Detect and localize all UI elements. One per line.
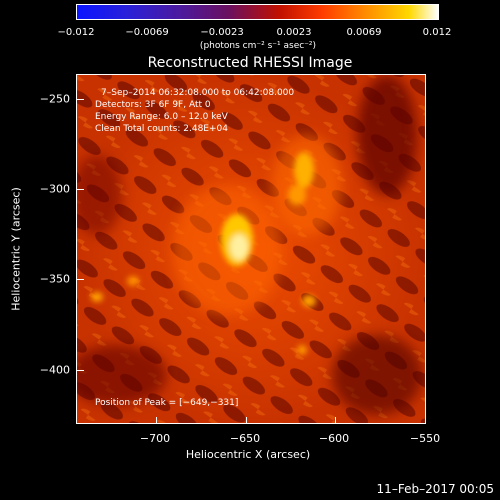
colorbar-tick: −0.012 [57, 27, 95, 38]
colorbar-tick: 0.0069 [346, 27, 382, 38]
rhessi-map [77, 75, 425, 423]
colorbar-tick: −0.0069 [125, 27, 169, 38]
info-peak: Position of Peak = [−649,−331] [95, 398, 239, 408]
y-tick-label: −300 [39, 182, 70, 196]
y-tickmark [77, 279, 84, 280]
colorbar [76, 4, 439, 20]
colorbar-tick: 0.012 [422, 27, 452, 38]
y-axis-label: Heliocentric Y (arcsec) [9, 187, 23, 311]
x-tickmark [246, 417, 247, 423]
info-time: 7–Sep–2014 06:32:08.000 to 06:42:08.000 [101, 88, 295, 98]
info-detectors: Detectors: 3F 6F 9F, Att 0 [95, 100, 211, 110]
x-tick-label: −600 [318, 432, 350, 445]
x-tick-label: −700 [139, 432, 171, 445]
y-tickmark [77, 189, 84, 190]
y-tickmark [77, 99, 84, 100]
info-energy: Energy Range: 6.0 – 12.0 keV [95, 112, 228, 122]
y-tick-label: −350 [39, 272, 70, 286]
colorbar-tick: 0.0023 [276, 27, 312, 38]
solar-image: 7–Sep–2014 06:32:08.000 to 06:42:08.000 … [76, 74, 426, 424]
y-tick-label: −250 [39, 92, 70, 106]
y-tick-label: −400 [39, 363, 70, 377]
x-tick-label: −650 [229, 432, 261, 445]
colorbar-unit: (photons cm⁻² s⁻¹ asec⁻²) [199, 41, 317, 51]
info-clean: Clean Total counts: 2.48E+04 [95, 124, 228, 134]
plot-title: Reconstructed RHESSI Image [147, 55, 353, 71]
x-tickmark [156, 417, 157, 423]
colorbar-tick: −0.0023 [200, 27, 244, 38]
footer-date: 11–Feb–2017 00:05 [376, 482, 494, 496]
y-tickmark [77, 370, 84, 371]
x-tick-label: −550 [409, 432, 441, 445]
x-axis-label: Heliocentric X (arcsec) [185, 448, 311, 461]
x-tickmark [335, 417, 336, 423]
